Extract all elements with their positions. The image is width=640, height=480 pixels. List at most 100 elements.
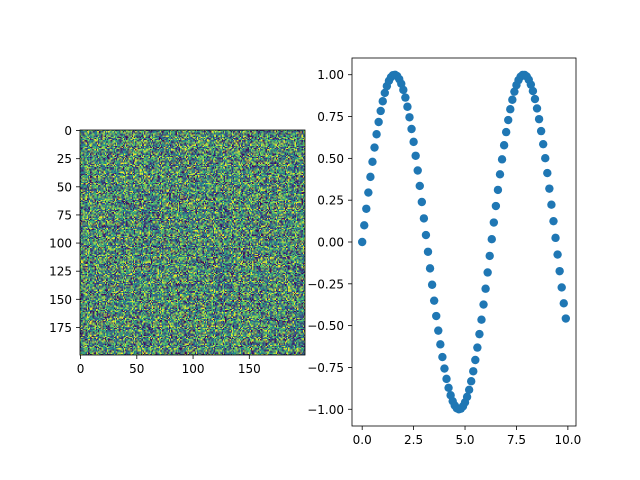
scatter-x-tick-label: 5.0 — [455, 433, 474, 447]
scatter-point — [526, 80, 536, 89]
scatter-point — [376, 106, 385, 116]
scatter-point — [419, 214, 429, 223]
scatter-point — [479, 300, 488, 309]
scatter-point — [413, 166, 422, 175]
scatter-point — [473, 343, 482, 352]
scatter-point — [487, 234, 496, 244]
scatter-point — [432, 311, 441, 321]
scatter-point — [360, 221, 369, 230]
heatmap-y-tick-label: 75 — [57, 208, 72, 222]
scatter-point — [466, 377, 476, 386]
scatter-point — [504, 115, 513, 125]
scatter-point — [481, 284, 490, 293]
scatter-x-tick-label: 2.5 — [404, 433, 423, 447]
scatter-point — [427, 280, 437, 289]
scatter-point — [409, 137, 418, 147]
scatter-point — [499, 141, 509, 150]
scatter-point — [438, 352, 447, 362]
scatter-point — [475, 329, 484, 339]
scatter-point — [551, 233, 560, 243]
scatter-y-tick-label: −0.50 — [307, 319, 344, 333]
scatter-point — [374, 117, 383, 127]
heatmap-y-tick-label: 0 — [64, 124, 72, 138]
scatter-point — [493, 185, 503, 195]
scatter-point — [549, 216, 558, 226]
scatter-y-tick-label: −0.75 — [307, 361, 344, 375]
scatter-y-tick-label: 1.00 — [317, 68, 344, 82]
scatter-point — [405, 113, 414, 122]
scatter-point — [444, 383, 453, 392]
scatter-point — [364, 188, 373, 197]
scatter-x-tick-label: 7.5 — [507, 433, 526, 447]
heatmap-y-tick-label: 100 — [49, 237, 72, 251]
scatter-point — [483, 268, 492, 277]
heatmap-y-tick-label: 50 — [57, 180, 72, 194]
scatter-point — [440, 364, 449, 373]
scatter-point — [357, 237, 367, 247]
scatter-point — [489, 218, 499, 227]
heatmap-image — [80, 130, 305, 355]
scatter-point — [536, 126, 546, 136]
scatter-point — [407, 124, 416, 134]
heatmap-x-tick-label: 50 — [129, 362, 144, 376]
scatter-point — [417, 197, 427, 207]
scatter-point — [425, 264, 435, 273]
scatter-point — [541, 153, 550, 163]
scatter-point — [471, 355, 480, 365]
scatter-point — [561, 314, 571, 323]
scatter-point — [401, 93, 410, 102]
scatter-y-ticks: −1.00 −0.75 −0.50 −0.25 0.00 0.25 0.50 0.75 1.00 — [307, 68, 352, 417]
scatter-point — [534, 114, 544, 124]
scatter-point — [469, 367, 478, 376]
heatmap-y-tick-label: 25 — [57, 152, 72, 166]
scatter-point — [497, 155, 507, 164]
scatter-point — [485, 251, 494, 261]
scatter-point — [423, 247, 433, 256]
heatmap-y-tick-label: 175 — [49, 321, 72, 335]
scatter-point — [510, 87, 519, 96]
scatter-point — [368, 157, 377, 167]
scatter-point — [464, 385, 474, 394]
heatmap-y-ticks: 0 25 50 75 100 125 150 175 — [49, 124, 80, 335]
heatmap-x-ticks: 0 50 100 150 — [77, 355, 261, 376]
scatter-point — [532, 104, 542, 113]
heatmap-frame — [79, 129, 306, 356]
scatter-point — [399, 85, 408, 95]
scatter-x-tick-label: 0.0 — [353, 433, 372, 447]
scatter-point — [442, 374, 451, 384]
scatter-point — [501, 127, 511, 137]
scatter-point — [462, 392, 472, 402]
scatter-point — [415, 181, 424, 191]
scatter-y-tick-label: 0.00 — [317, 236, 344, 250]
scatter-point — [477, 315, 486, 324]
scatter-point — [557, 283, 566, 292]
scatter-point — [436, 340, 445, 349]
scatter-x-ticks: 0.0 2.5 5.0 7.5 10.0 — [353, 426, 582, 447]
scatter-point — [421, 230, 431, 240]
scatter-point — [538, 139, 548, 149]
scatter-point — [362, 204, 371, 213]
heatmap-x-tick-label: 100 — [182, 362, 205, 376]
scatter-point — [378, 97, 387, 106]
scatter-y-tick-label: −0.25 — [307, 277, 344, 291]
scatter-point — [434, 326, 443, 335]
heatmap-y-tick-label: 125 — [49, 265, 72, 279]
scatter-x-tick-label: 10.0 — [555, 433, 582, 447]
scatter-point — [429, 296, 439, 305]
scatter-point — [411, 151, 420, 160]
scatter-point — [553, 250, 562, 259]
heatmap-x-tick-label: 150 — [238, 362, 261, 376]
heatmap-y-tick-label: 150 — [49, 293, 72, 307]
scatter-point — [545, 184, 554, 193]
scatter-point — [547, 200, 556, 209]
scatter-point — [403, 102, 412, 111]
heatmap-x-tick-label: 0 — [77, 362, 85, 376]
scatter-point — [380, 88, 390, 98]
scatter-points — [357, 70, 571, 414]
heatmap-axes: 0 50 100 150 0 25 50 75 100 125 150 175 — [49, 124, 306, 376]
scatter-point — [543, 168, 552, 178]
scatter-y-tick-label: 0.25 — [317, 194, 344, 208]
scatter-point — [528, 86, 538, 96]
scatter-y-tick-label: −1.00 — [307, 403, 344, 417]
